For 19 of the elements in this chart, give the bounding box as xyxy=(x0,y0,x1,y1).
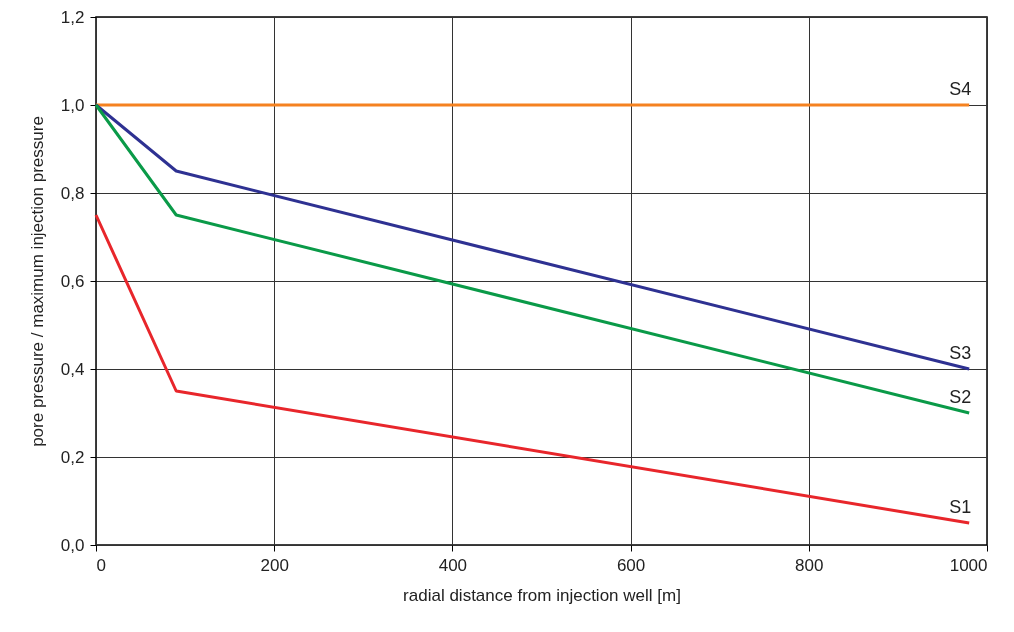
x-tick-label: 0 xyxy=(96,555,106,575)
y-tick-label: 1,0 xyxy=(60,95,85,115)
series-label: S4 xyxy=(949,79,972,99)
x-tick-label: 200 xyxy=(260,555,289,575)
y-axis-title: pore pressure / maximum injection pressure xyxy=(27,116,47,447)
y-tick-label: 0,0 xyxy=(60,535,85,555)
series-label: S3 xyxy=(949,343,972,363)
series-label: S1 xyxy=(949,497,972,517)
x-axis-title: radial distance from injection well [m] xyxy=(403,585,681,605)
x-tick-label: 800 xyxy=(795,555,824,575)
y-tick-label: 0,4 xyxy=(60,359,85,379)
y-tick-label: 0,2 xyxy=(60,447,85,467)
y-tick-label: 0,6 xyxy=(60,271,85,291)
x-tick-label: 1000 xyxy=(949,555,988,575)
y-tick-label: 0,8 xyxy=(60,183,85,203)
x-tick-label: 400 xyxy=(438,555,468,575)
y-tick-label: 1,2 xyxy=(60,7,85,27)
x-tick-label: 600 xyxy=(616,555,646,575)
series-label: S2 xyxy=(949,387,972,407)
